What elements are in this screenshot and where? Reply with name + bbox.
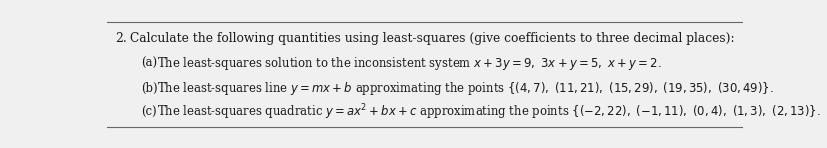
Text: The least-squares quadratic $y=ax^2+bx+c$ approximating the points $\{(-2,22),\ : The least-squares quadratic $y=ax^2+bx+c… xyxy=(156,103,820,122)
Text: Calculate the following quantities using least-squares (give coefficients to thr: Calculate the following quantities using… xyxy=(131,32,734,45)
Text: The least-squares line $y=mx+b$ approximating the points $\{(4,7),\ (11,21),\ (1: The least-squares line $y=mx+b$ approxim… xyxy=(156,80,772,97)
Text: (a): (a) xyxy=(141,57,156,70)
Text: The least-squares solution to the inconsistent system $x+3y=9,\ 3x+y=5,\ x+y=2.$: The least-squares solution to the incons… xyxy=(156,55,661,72)
Text: 2.: 2. xyxy=(115,32,127,45)
Text: (b): (b) xyxy=(141,82,157,95)
Text: (c): (c) xyxy=(141,106,156,119)
